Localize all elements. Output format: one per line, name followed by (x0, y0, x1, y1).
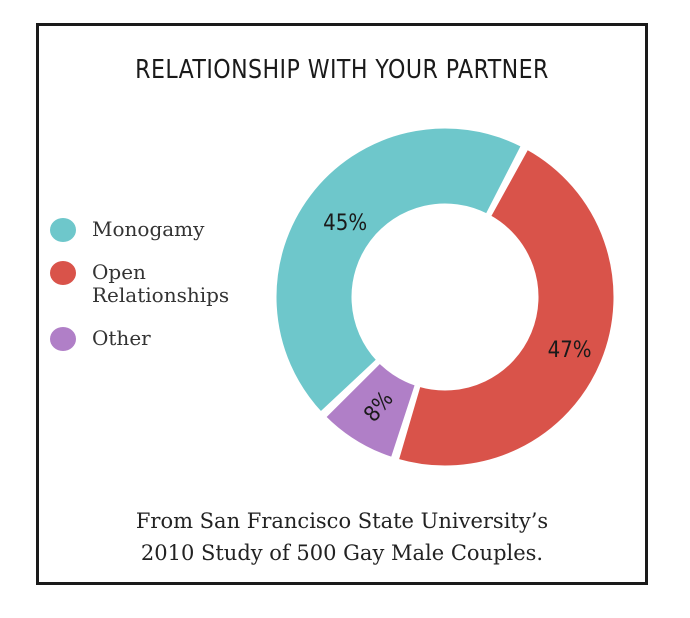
donut-slice-monogamy (273, 125, 525, 416)
source-line-1: From San Francisco State University’s (135, 509, 549, 533)
legend-swatch-monogamy (50, 218, 76, 242)
data-label-open-relationships: 47% (548, 338, 592, 363)
data-label-monogamy: 45% (323, 211, 367, 236)
legend-item-open-relationships: Open Relationships (50, 261, 252, 307)
legend-swatch-other (50, 327, 76, 351)
donut-slice-open-relationships (395, 146, 617, 469)
chart-title: RELATIONSHIP WITH YOUR PARTNER (135, 55, 549, 85)
legend-swatch-open-relationships (50, 261, 76, 285)
donut-slice-other (322, 359, 419, 461)
source-note: From San Francisco State University’s 20… (36, 505, 648, 569)
legend-label-monogamy: Monogamy (92, 217, 205, 241)
legend-item-other: Other (50, 327, 151, 351)
legend-label-open-relationships: Open Relationships (92, 260, 230, 307)
source-line-2: 2010 Study of 500 Gay Male Couples. (140, 541, 544, 565)
legend-label-other: Other (92, 326, 151, 350)
legend-item-monogamy: Monogamy (50, 218, 204, 242)
